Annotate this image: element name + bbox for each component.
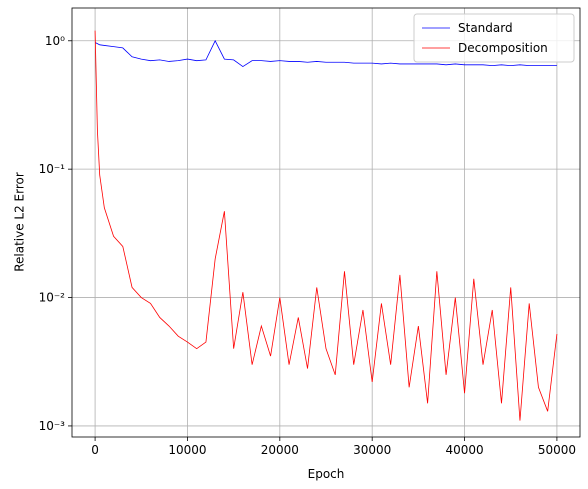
x-tick-label: 10000 bbox=[168, 443, 206, 457]
y-tick-label: 10⁻² bbox=[39, 291, 66, 305]
x-tick-label: 0 bbox=[91, 443, 99, 457]
y-tick-label: 10⁻¹ bbox=[39, 162, 66, 176]
y-tick-label: 10⁻³ bbox=[39, 419, 66, 433]
data-line bbox=[94, 30, 558, 421]
x-tick-label: 20000 bbox=[261, 443, 299, 457]
legend-label: Standard bbox=[458, 21, 513, 35]
x-tick-label: 50000 bbox=[538, 443, 576, 457]
data-line bbox=[94, 39, 557, 68]
x-tick-label: 40000 bbox=[445, 443, 483, 457]
legend-box bbox=[413, 13, 575, 63]
y-axis-label: Relative L2 Error bbox=[13, 172, 27, 272]
x-tick-label: 30000 bbox=[353, 443, 391, 457]
legend-label: Decomposition bbox=[458, 41, 548, 55]
plot-frame bbox=[71, 7, 581, 438]
y-tick-label: 10⁰ bbox=[45, 34, 65, 48]
x-axis-label: Epoch bbox=[308, 467, 345, 481]
